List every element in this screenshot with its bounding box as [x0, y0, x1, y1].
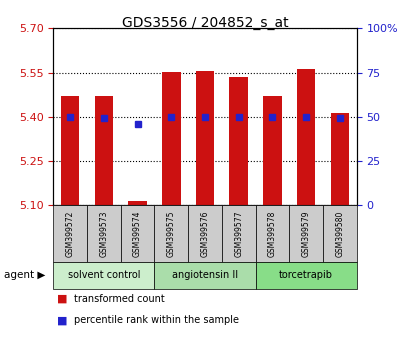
Text: solvent control: solvent control	[67, 270, 140, 280]
Text: agent ▶: agent ▶	[4, 270, 45, 280]
Bar	[229, 77, 247, 205]
Text: GSM399573: GSM399573	[99, 210, 108, 257]
Text: transformed count: transformed count	[74, 294, 164, 304]
Bar	[162, 72, 180, 205]
Text: angiotensin II: angiotensin II	[171, 270, 238, 280]
Text: percentile rank within the sample: percentile rank within the sample	[74, 315, 238, 325]
Text: GDS3556 / 204852_s_at: GDS3556 / 204852_s_at	[121, 16, 288, 30]
Bar	[263, 96, 281, 205]
Text: GSM399577: GSM399577	[234, 210, 243, 257]
Bar	[296, 69, 315, 205]
Text: GSM399580: GSM399580	[335, 210, 344, 257]
Text: torcetrapib: torcetrapib	[279, 270, 333, 280]
Bar	[128, 201, 146, 205]
Text: GSM399572: GSM399572	[65, 210, 74, 257]
Bar	[61, 96, 79, 205]
Text: GSM399579: GSM399579	[301, 210, 310, 257]
Text: ■: ■	[57, 315, 68, 325]
Text: GSM399575: GSM399575	[166, 210, 175, 257]
Bar	[330, 113, 348, 205]
Bar	[94, 96, 113, 205]
Text: ■: ■	[57, 294, 68, 304]
Text: GSM399574: GSM399574	[133, 210, 142, 257]
Bar	[195, 70, 214, 205]
Text: GSM399578: GSM399578	[267, 210, 276, 257]
Text: GSM399576: GSM399576	[200, 210, 209, 257]
